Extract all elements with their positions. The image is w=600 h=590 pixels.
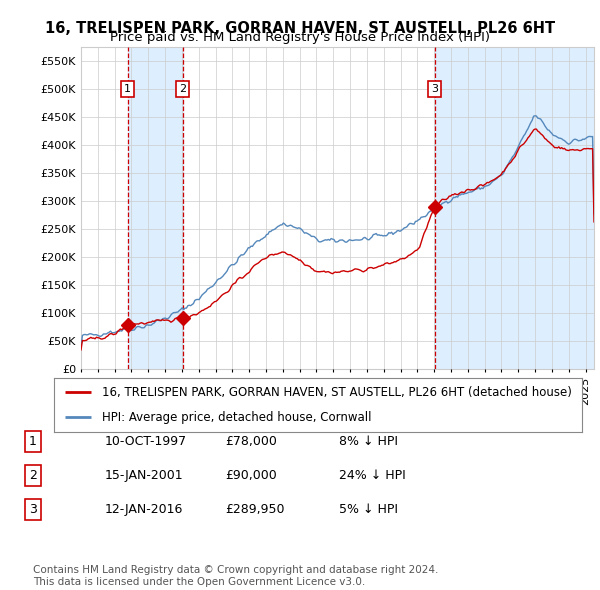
Text: 15-JAN-2001: 15-JAN-2001 <box>105 469 184 482</box>
Text: 1: 1 <box>124 84 131 94</box>
Text: Contains HM Land Registry data © Crown copyright and database right 2024.
This d: Contains HM Land Registry data © Crown c… <box>33 565 439 587</box>
Text: 12-JAN-2016: 12-JAN-2016 <box>105 503 184 516</box>
Text: 1: 1 <box>29 435 37 448</box>
Bar <box>128 47 182 369</box>
Text: 3: 3 <box>431 84 439 94</box>
Bar <box>435 47 594 369</box>
Text: 2: 2 <box>29 469 37 482</box>
Text: £289,950: £289,950 <box>225 503 284 516</box>
Text: 3: 3 <box>29 503 37 516</box>
Text: £78,000: £78,000 <box>225 435 277 448</box>
Text: HPI: Average price, detached house, Cornwall: HPI: Average price, detached house, Corn… <box>101 411 371 424</box>
Text: £90,000: £90,000 <box>225 469 277 482</box>
Text: 24% ↓ HPI: 24% ↓ HPI <box>339 469 406 482</box>
Text: Price paid vs. HM Land Registry's House Price Index (HPI): Price paid vs. HM Land Registry's House … <box>110 31 490 44</box>
Text: 5% ↓ HPI: 5% ↓ HPI <box>339 503 398 516</box>
Text: 10-OCT-1997: 10-OCT-1997 <box>105 435 187 448</box>
Text: 16, TRELISPEN PARK, GORRAN HAVEN, ST AUSTELL, PL26 6HT: 16, TRELISPEN PARK, GORRAN HAVEN, ST AUS… <box>45 21 555 35</box>
Text: 8% ↓ HPI: 8% ↓ HPI <box>339 435 398 448</box>
Text: 2: 2 <box>179 84 186 94</box>
Text: 16, TRELISPEN PARK, GORRAN HAVEN, ST AUSTELL, PL26 6HT (detached house): 16, TRELISPEN PARK, GORRAN HAVEN, ST AUS… <box>101 386 571 399</box>
